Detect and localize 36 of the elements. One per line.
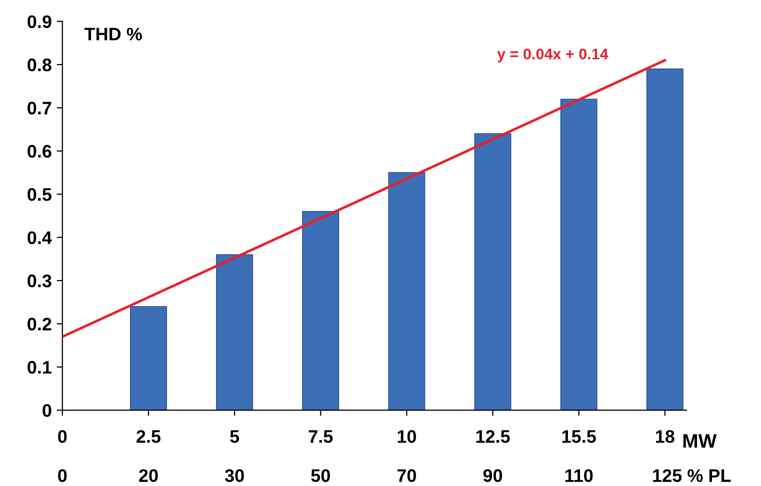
y-tick-label: 0 [42,404,52,417]
bar [474,133,512,410]
bar [646,68,684,410]
y-tick-label: 0.8 [28,58,52,72]
text: 30 [224,469,244,482]
bar [130,306,167,410]
bar [216,254,254,410]
x-tick-label: 7.5 [308,430,333,443]
x-tick-label: 15.5 [562,430,596,443]
x-tick-label: 5 [230,430,240,443]
text: MW [683,434,717,448]
annotation: y = 0.04x + 0.14 [497,48,608,62]
y-tick-label: 0.1 [28,360,52,374]
y-tick-label: 0.7 [28,102,52,115]
text: 125 % PL [653,469,731,482]
x-tick-label: 18 [656,430,674,443]
y-tick-label: 0.3 [28,274,52,288]
y-tick-label: 0.2 [28,318,52,331]
x-tick-label: 10 [398,430,416,443]
text: 110 [565,469,593,482]
text: 70 [397,469,416,482]
x-tick-label: 0 [58,430,67,443]
bar [302,211,340,410]
y-tick-label: 0.5 [28,188,52,201]
y-tick-label: 0.6 [28,144,52,158]
x-tick-label: 12.5 [476,430,510,443]
bar [560,98,598,410]
text: 0 [58,469,67,482]
text: 90 [483,469,502,482]
text: 50 [311,469,330,482]
bar [388,172,426,410]
y-tick-label: 0.9 [28,15,52,28]
x-tick-label: 2.5 [136,430,161,443]
y-tick-label: 0.4 [28,231,52,244]
text: 20 [139,469,158,482]
y-axis-title: THD % [84,28,142,40]
